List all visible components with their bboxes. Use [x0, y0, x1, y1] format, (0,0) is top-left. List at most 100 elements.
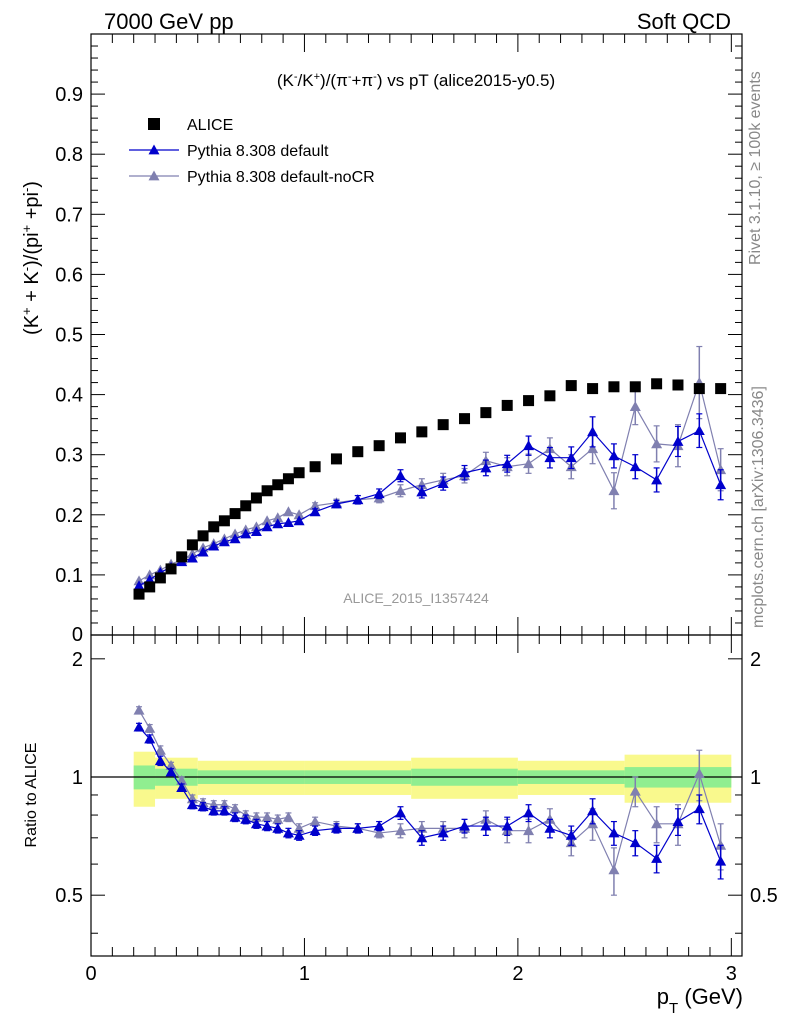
- data-point: [165, 759, 177, 770]
- data-point: [293, 467, 305, 479]
- data-point: [218, 805, 230, 816]
- data-point: [133, 588, 145, 600]
- data-point: [459, 467, 471, 478]
- x-tick-label: 2: [512, 963, 523, 985]
- data-point: [373, 488, 385, 499]
- data-point: [459, 413, 471, 425]
- data-point: [272, 813, 284, 824]
- data-point: [437, 478, 449, 488]
- data-point: [608, 485, 620, 496]
- y-tick-label: 0.6: [55, 264, 83, 286]
- data-point: [261, 521, 273, 532]
- data-point: [309, 825, 321, 836]
- y-tick-label: 0: [72, 624, 83, 646]
- data-point: [651, 818, 663, 829]
- data-point: [240, 813, 252, 824]
- data-point: [608, 381, 620, 393]
- legend-label: Pythia 8.308 default: [187, 143, 329, 160]
- data-point: [330, 822, 342, 833]
- data-point: [133, 580, 145, 591]
- data-point: [416, 486, 428, 497]
- mcplots-label: mcplots.cern.ch [arXiv:1306.3436]: [750, 386, 767, 628]
- ratio-uncertainty-bands: [133, 751, 732, 807]
- y-tick-label: 0.5: [55, 885, 83, 907]
- y-tick-label: 0.3: [55, 445, 83, 467]
- data-point: [309, 500, 321, 511]
- legend-label: ALICE: [187, 117, 233, 134]
- data-point: [587, 426, 599, 437]
- data-point: [186, 799, 198, 810]
- data-point: [394, 807, 406, 818]
- ratio-frame: [90, 634, 743, 957]
- data-point: [629, 785, 641, 796]
- data-point: [330, 453, 342, 465]
- data-point: [165, 563, 177, 575]
- data-point: [501, 458, 513, 469]
- data-point: [480, 462, 492, 473]
- data-point: [437, 419, 449, 431]
- data-point: [394, 470, 406, 481]
- data-point: [373, 820, 385, 831]
- series-line: [138, 429, 722, 587]
- data-point: [272, 518, 284, 529]
- data-point: [229, 533, 241, 544]
- y-tick-label: 0.9: [55, 84, 83, 106]
- x-tick-label: 3: [726, 963, 737, 985]
- data-point: [587, 383, 599, 395]
- data-point: [240, 528, 252, 539]
- data-point: [693, 425, 705, 436]
- series-pythia-default: [133, 413, 727, 591]
- y-tick-label: 0.8: [55, 144, 83, 166]
- data-point: [501, 399, 513, 411]
- data-point: [587, 443, 599, 454]
- y-tick-label: 0.2: [55, 505, 83, 527]
- ratio-series-pythia-default: [133, 721, 727, 880]
- data-point: [608, 450, 620, 461]
- y-tick-label: 0.4: [55, 385, 83, 407]
- data-point: [459, 820, 471, 831]
- data-point: [282, 506, 294, 517]
- data-point: [309, 816, 321, 826]
- data-point: [309, 506, 321, 517]
- data-point: [208, 521, 220, 533]
- data-point: [229, 508, 241, 520]
- data-point: [629, 837, 641, 848]
- ratio-marks: [133, 704, 727, 896]
- data-point: [261, 515, 273, 526]
- data-point: [544, 390, 556, 402]
- main-x-ticks: [111, 34, 732, 635]
- data-point: [229, 811, 241, 822]
- ratio-panel: 0.5 0.5 1 1 2 2 0 1 2 3 Ratio to ALICE pT (GeV): [23, 634, 778, 1017]
- data-point: [416, 426, 428, 438]
- data-point: [373, 827, 385, 838]
- data-point: [272, 822, 284, 833]
- data-point: [293, 829, 305, 840]
- data-point: [197, 801, 209, 812]
- main-marks: [133, 345, 727, 600]
- data-point: [523, 395, 535, 407]
- legend-marker: [148, 170, 160, 181]
- data-point: [154, 572, 166, 584]
- ratio-x-ticks: 0 1 2 3: [85, 635, 737, 985]
- series-alice: [133, 378, 727, 600]
- data-point: [544, 452, 556, 463]
- legend-marker: [148, 118, 160, 130]
- data-point: [176, 774, 188, 785]
- data-point: [250, 492, 262, 504]
- data-point: [651, 438, 663, 449]
- data-point: [672, 435, 684, 446]
- data-point: [261, 485, 273, 497]
- legend: ALICE Pythia 8.308 default Pythia 8.308 de…: [129, 117, 375, 186]
- data-point: [480, 407, 492, 419]
- data-point: [250, 818, 262, 829]
- data-point: [416, 479, 428, 490]
- y-tick-label-right: 0.5: [750, 885, 778, 907]
- data-point: [154, 755, 166, 766]
- legend-entry: Pythia 8.308 default: [129, 143, 329, 160]
- process-label: Soft QCD: [637, 9, 731, 34]
- data-point: [261, 820, 273, 831]
- data-point: [651, 474, 663, 485]
- data-point: [544, 822, 556, 833]
- data-point: [352, 494, 364, 505]
